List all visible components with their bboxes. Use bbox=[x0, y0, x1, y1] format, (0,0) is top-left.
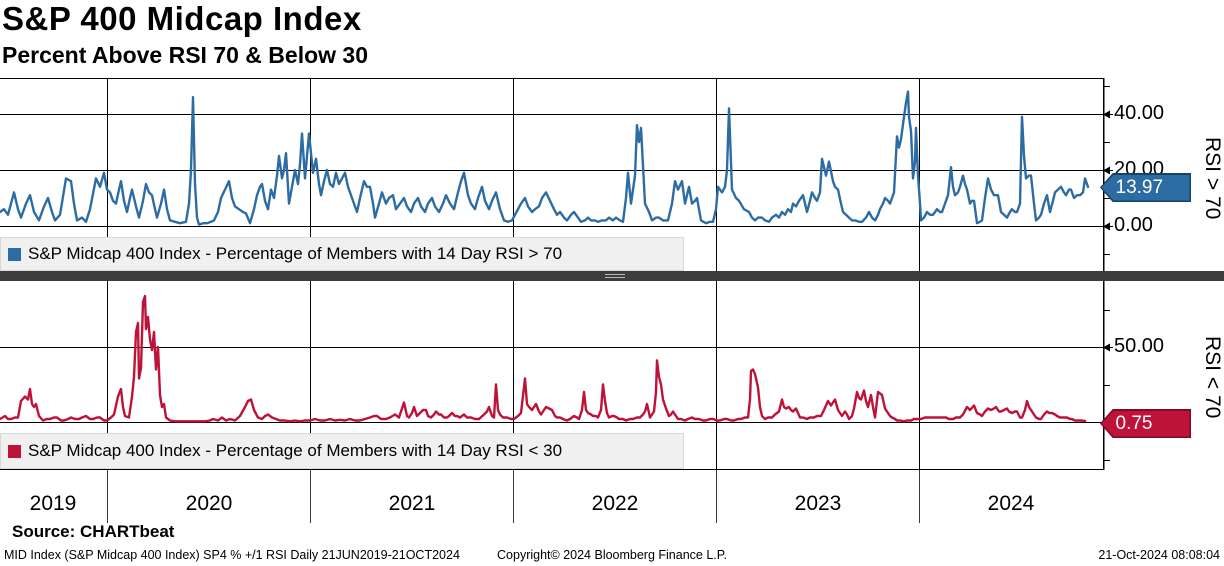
badge-value: 13.97 bbox=[1101, 174, 1190, 201]
badge-value: 0.75 bbox=[1101, 410, 1190, 437]
x-tick-2019: 2019 bbox=[29, 492, 77, 515]
rsi-below-30-series bbox=[0, 294, 1087, 423]
top-panel-plot bbox=[0, 78, 1113, 272]
x-tick-2024: 2024 bbox=[987, 492, 1035, 515]
x-tick-2021: 2021 bbox=[388, 492, 436, 515]
splitter-grip-icon bbox=[605, 277, 625, 278]
page-subtitle: Percent Above RSI 70 & Below 30 bbox=[2, 42, 369, 68]
legend-bottom-panel[interactable]: S&P Midcap 400 Index - Percentage of Mem… bbox=[0, 433, 684, 469]
x-tick-2023: 2023 bbox=[794, 492, 842, 515]
legend-swatch-red-icon bbox=[8, 444, 21, 458]
rsi-above-70-series bbox=[0, 90, 1090, 226]
source-line: Source: CHARTbeat bbox=[12, 522, 175, 541]
y-tick-50: 50.00 bbox=[1114, 335, 1165, 357]
legend-bottom-label: S&P Midcap 400 Index - Percentage of Mem… bbox=[28, 441, 563, 460]
bottom-panel-plot bbox=[0, 281, 1113, 470]
legend-swatch-blue-icon bbox=[8, 247, 21, 261]
legend-top-label: S&P Midcap 400 Index - Percentage of Mem… bbox=[28, 244, 563, 263]
x-tick-2020: 2020 bbox=[185, 492, 233, 515]
splitter-grip-icon bbox=[605, 274, 625, 275]
last-value-badge-red: 0.75 bbox=[1100, 409, 1191, 438]
y-tick-40: 40.00 bbox=[1114, 102, 1165, 124]
footer-copyright: Copyright© 2024 Bloomberg Finance L.P. bbox=[497, 548, 727, 562]
last-value-badge-blue: 13.97 bbox=[1100, 173, 1191, 202]
footer-timestamp: 21-Oct-2024 08:08:04 bbox=[1098, 548, 1220, 562]
x-axis-row bbox=[107, 470, 920, 523]
footer-security-info: MID Index (S&P Midcap 400 Index) SP4 % +… bbox=[4, 548, 460, 562]
y-tick-0: 0.00 bbox=[1114, 214, 1153, 236]
bottom-axis-title: RSI < 70 bbox=[1201, 335, 1224, 419]
panel-splitter[interactable] bbox=[0, 271, 1224, 281]
page-title: S&P 400 Midcap Index bbox=[2, 0, 362, 37]
legend-top-panel[interactable]: S&P Midcap 400 Index - Percentage of Mem… bbox=[0, 237, 684, 271]
x-tick-2022: 2022 bbox=[591, 492, 639, 515]
top-axis-title: RSI > 70 bbox=[1201, 136, 1224, 220]
